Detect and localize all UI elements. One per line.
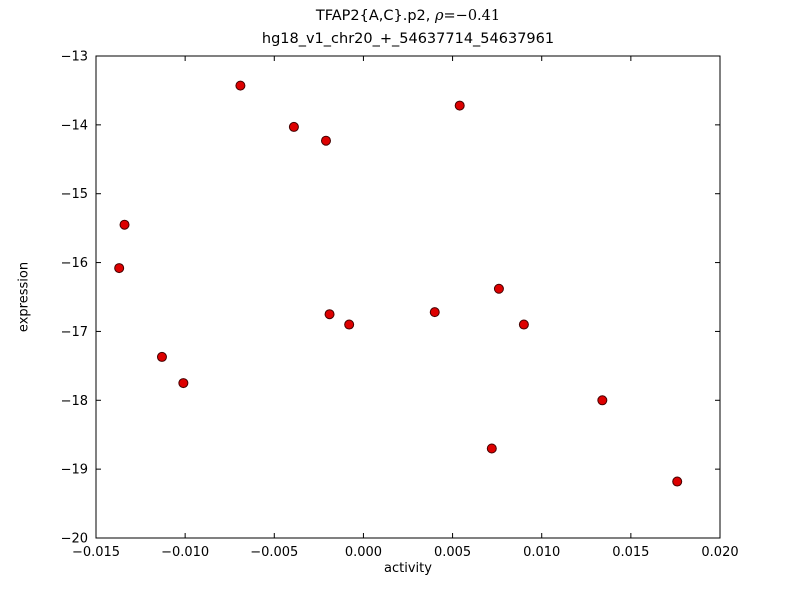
data-point [156, 351, 167, 362]
x-tick-label: −0.005 [250, 545, 298, 560]
x-tick-label: 0.020 [701, 545, 738, 560]
data-point [454, 100, 465, 111]
y-tick-label: −14 [61, 118, 88, 133]
y-axis-label: expression [16, 261, 32, 333]
y-tick-label: −13 [61, 50, 88, 65]
chart-title: TFAP2{A,C}.p2, ρ=−0.41 hg18_v1_chr20_+_5… [96, 5, 720, 51]
data-point [235, 80, 246, 91]
title-rho-value: =−0.41 [443, 8, 501, 24]
data-point [344, 319, 355, 330]
title-prefix: TFAP2{A,C}.p2, [315, 8, 435, 24]
x-tick-label: 0.015 [612, 545, 649, 560]
x-axis-label: activity [384, 561, 432, 576]
data-point [119, 219, 130, 230]
data-point [493, 283, 504, 294]
chart-title-line1: TFAP2{A,C}.p2, ρ=−0.41 [96, 5, 720, 28]
y-tick-label: −20 [61, 532, 88, 547]
x-tick-label: −0.015 [72, 545, 120, 560]
y-tick-label: −15 [61, 187, 88, 202]
data-point [288, 121, 299, 132]
data-point [429, 307, 440, 318]
y-tick-label: −16 [61, 256, 88, 271]
data-point [486, 443, 497, 454]
data-point [178, 378, 189, 389]
chart-title-line2: hg18_v1_chr20_+_54637714_54637961 [261, 31, 555, 47]
title-rho-symbol: ρ [435, 8, 444, 24]
data-point [597, 395, 608, 406]
data-point [324, 309, 335, 320]
x-tick-label: 0.000 [345, 545, 382, 560]
data-point [518, 319, 529, 330]
data-point [672, 476, 683, 487]
x-tick-label: 0.010 [523, 545, 560, 560]
plot-frame [95, 55, 721, 539]
y-tick-label: −17 [61, 325, 88, 340]
y-tick-label: −18 [61, 394, 88, 409]
x-tick-label: −0.010 [161, 545, 209, 560]
y-tick-label: −19 [61, 463, 88, 478]
data-point [320, 135, 331, 146]
data-point [114, 263, 125, 274]
x-tick-label: 0.005 [434, 545, 471, 560]
